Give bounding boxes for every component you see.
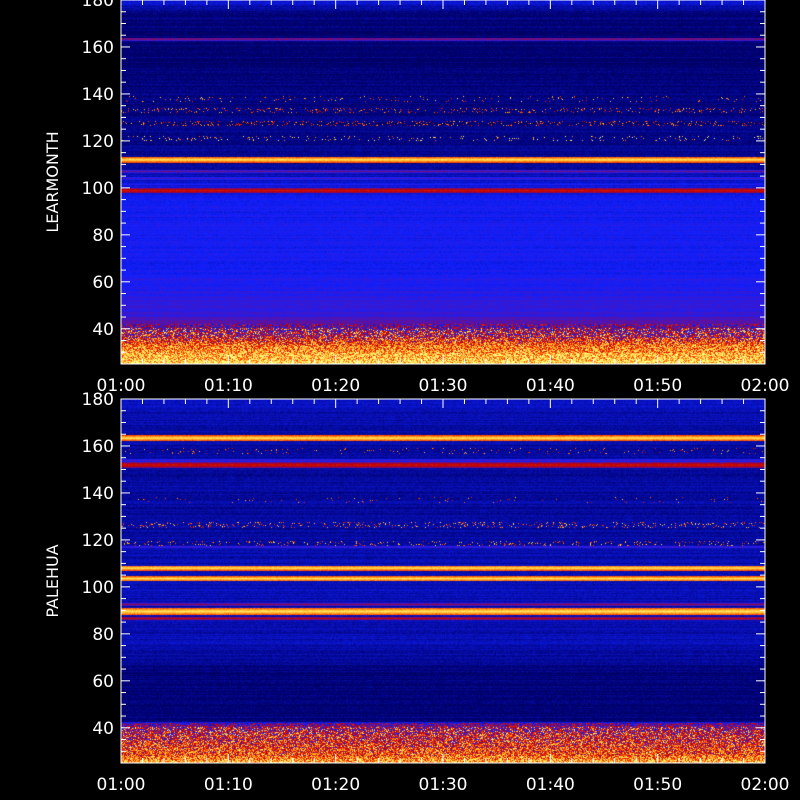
learmonth-x-tick-label: 01:40 (526, 376, 575, 396)
palehua-y-tick-label: 160 (82, 437, 114, 457)
learmonth-x-tick-label: 01:30 (419, 376, 468, 396)
learmonth-x-tick-label: 01:10 (204, 376, 253, 396)
palehua-y-axis-label: PALEHUA (43, 544, 62, 617)
palehua-y-tick-label: 140 (82, 484, 114, 504)
palehua-x-tick-label: 01:20 (311, 775, 360, 795)
palehua-y-tick-label: 40 (92, 719, 114, 739)
palehua-x-tick-label: 02:00 (741, 775, 790, 795)
palehua-x-tick-label: 01:30 (419, 775, 468, 795)
learmonth-y-tick-label: 100 (82, 179, 114, 199)
learmonth-x-tick-label: 02:00 (741, 376, 790, 396)
palehua-x-tick-label: 01:40 (526, 775, 575, 795)
learmonth-x-tick-label: 01:20 (311, 376, 360, 396)
palehua-axes: 40 60 80 100 120 140 160 180 01:00 01:10 01:20 01:3… (82, 390, 790, 795)
learmonth-y-tick-label: 60 (92, 273, 114, 293)
learmonth-y-tick-label: 140 (82, 85, 114, 105)
learmonth-y-axis-label: LEARMONTH (43, 131, 62, 232)
palehua-x-tick-label: 01:00 (97, 775, 146, 795)
learmonth-x-tick-label: 01:50 (633, 376, 682, 396)
learmonth-y-tick-label: 80 (92, 226, 114, 246)
palehua-y-tick-label: 100 (82, 578, 114, 598)
learmonth-axes: 40 60 80 100 120 140 160 180 01:00 01:10 01:20 01:3… (82, 0, 790, 396)
learmonth-x-tick-label: 01:00 (97, 376, 146, 396)
palehua-y-tick-label: 60 (92, 672, 114, 692)
palehua-heatmap-area (121, 399, 765, 763)
learmonth-y-tick-label: 120 (82, 132, 114, 152)
palehua-spectrogram-panel: 40 60 80 100 120 140 160 180 01:00 01:10 01:20 01:3… (43, 390, 790, 795)
palehua-x-tick-label: 01:50 (633, 775, 682, 795)
learmonth-y-tick-label: 160 (82, 38, 114, 58)
learmonth-spectrogram-panel: 40 60 80 100 120 140 160 180 01:00 01:10 01:20 01:3… (43, 0, 790, 396)
palehua-y-tick-label: 80 (92, 625, 114, 645)
learmonth-heatmap-canvas (121, 0, 765, 364)
palehua-y-tick-label: 180 (82, 390, 114, 410)
palehua-heatmap-canvas (121, 399, 765, 763)
palehua-x-tick-label: 01:10 (204, 775, 253, 795)
learmonth-y-tick-label: 180 (82, 0, 114, 11)
learmonth-y-tick-label: 40 (92, 320, 114, 340)
palehua-y-tick-label: 120 (82, 531, 114, 551)
learmonth-heatmap-area (121, 0, 765, 364)
